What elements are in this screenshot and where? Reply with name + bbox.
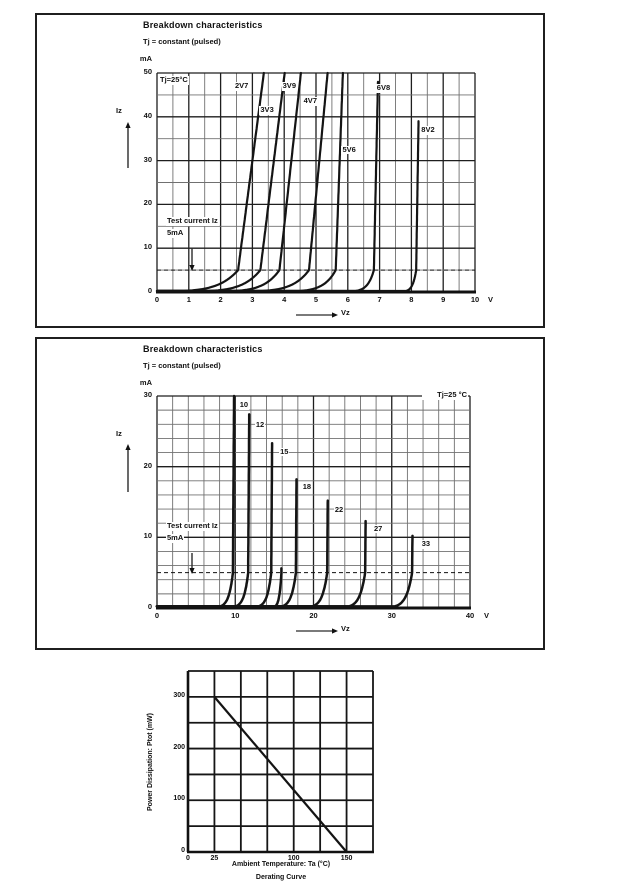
curve-label-18: 18 — [301, 482, 313, 492]
x-tick-3: 3 — [250, 295, 255, 304]
chart2-corner-annotation: Tj=25 °C — [422, 390, 468, 400]
y-tick-30: 30 — [143, 154, 152, 164]
derating-x-tick-25: 25 — [210, 855, 219, 862]
chart2-vz-axis-label: Vz — [341, 624, 350, 633]
y-tick-20: 20 — [143, 198, 152, 208]
derating-x-tick-150: 150 — [340, 855, 353, 862]
chart1-y-unit: mA — [139, 54, 152, 63]
curve-label-5V6: 5V6 — [341, 144, 357, 155]
curve-label-4V7: 4V7 — [302, 96, 318, 107]
curve-label-22: 22 — [333, 504, 345, 515]
x-tick-0: 0 — [154, 295, 160, 304]
derating-y-tick-0: 0 — [181, 847, 185, 854]
curve-label-33: 33 — [420, 539, 432, 550]
breakdown-high-voltage-chart — [125, 394, 471, 634]
chart2-iz-axis-label: Iz — [116, 429, 122, 438]
panel1-frame — [35, 13, 545, 328]
derating-y-tick-100: 100 — [173, 795, 185, 803]
chart1-test-current-line1: Test current Iz — [166, 216, 219, 226]
derating-chart — [186, 670, 374, 854]
chart1-vz-axis-label: Vz — [341, 308, 350, 317]
curve-label-27: 27 — [372, 523, 384, 534]
curve-label-3V3: 3V3 — [259, 105, 275, 115]
derating-y-tick-300: 300 — [173, 691, 185, 699]
curve-label-12: 12 — [254, 419, 266, 430]
x-tick-6: 6 — [345, 295, 350, 304]
chart3-y-axis-title: Power Dissipation: Ptot (mW) — [146, 713, 154, 811]
x-tick-4: 4 — [282, 295, 287, 304]
chart1-x-unit: V — [488, 295, 494, 304]
x-tick-8: 8 — [409, 295, 414, 304]
chart1-iz-axis-label: Iz — [116, 106, 122, 115]
y-tick-0: 0 — [147, 602, 152, 611]
breakdown-low-voltage-chart — [125, 71, 476, 318]
chart1-test-current-line2: 5mA — [166, 228, 185, 238]
x-tick-7: 7 — [377, 295, 382, 304]
x-tick-40: 40 — [465, 611, 475, 620]
y-tick-0: 0 — [147, 286, 152, 295]
y-tick-40: 40 — [143, 110, 152, 120]
x-tick-10: 10 — [470, 295, 480, 304]
y-tick-20: 20 — [143, 460, 152, 470]
x-tick-0: 0 — [154, 611, 160, 620]
x-tick-9: 9 — [441, 295, 446, 304]
chart1-title: Breakdown characteristics — [143, 20, 263, 30]
chart2-subtitle: Tj = constant (pulsed) — [143, 361, 221, 370]
x-tick-1: 1 — [186, 295, 191, 304]
x-tick-20: 20 — [309, 611, 318, 620]
chart2-x-unit: V — [484, 611, 490, 620]
y-tick-10: 10 — [143, 531, 152, 541]
panel2-frame — [35, 337, 545, 650]
x-tick-2: 2 — [218, 295, 223, 304]
derating-y-tick-200: 200 — [173, 743, 185, 751]
y-tick-10: 10 — [143, 242, 152, 252]
chart2-test-current-line1: Test current Iz — [166, 521, 219, 531]
curve-label-3V9: 3V9 — [281, 81, 297, 91]
curve-label-2V7: 2V7 — [233, 81, 250, 91]
chart1-corner-annotation: Tj=25°C — [159, 75, 189, 85]
derating-x-tick-100: 100 — [287, 855, 300, 862]
chart2-title: Breakdown characteristics — [143, 344, 263, 354]
chart3-caption: Derating Curve — [255, 874, 307, 881]
chart3-x-axis-title: Ambient Temperature: Ta (°C) — [231, 861, 331, 868]
chart2-y-unit: mA — [139, 378, 152, 387]
x-tick-10: 10 — [231, 611, 240, 620]
curve-label-10: 10 — [238, 400, 250, 410]
curve-label-15: 15 — [279, 446, 290, 457]
curve-label-8V2: 8V2 — [420, 124, 436, 135]
derating-x-tick-0: 0 — [186, 855, 190, 862]
x-tick-5: 5 — [313, 295, 319, 304]
chart2-test-current-line2: 5mA — [166, 533, 185, 543]
x-tick-30: 30 — [387, 611, 396, 620]
curve-label-6V8: 6V8 — [375, 83, 392, 93]
chart1-subtitle: Tj = constant (pulsed) — [143, 37, 221, 46]
y-tick-30: 30 — [143, 390, 152, 399]
y-tick-50: 50 — [143, 67, 152, 76]
